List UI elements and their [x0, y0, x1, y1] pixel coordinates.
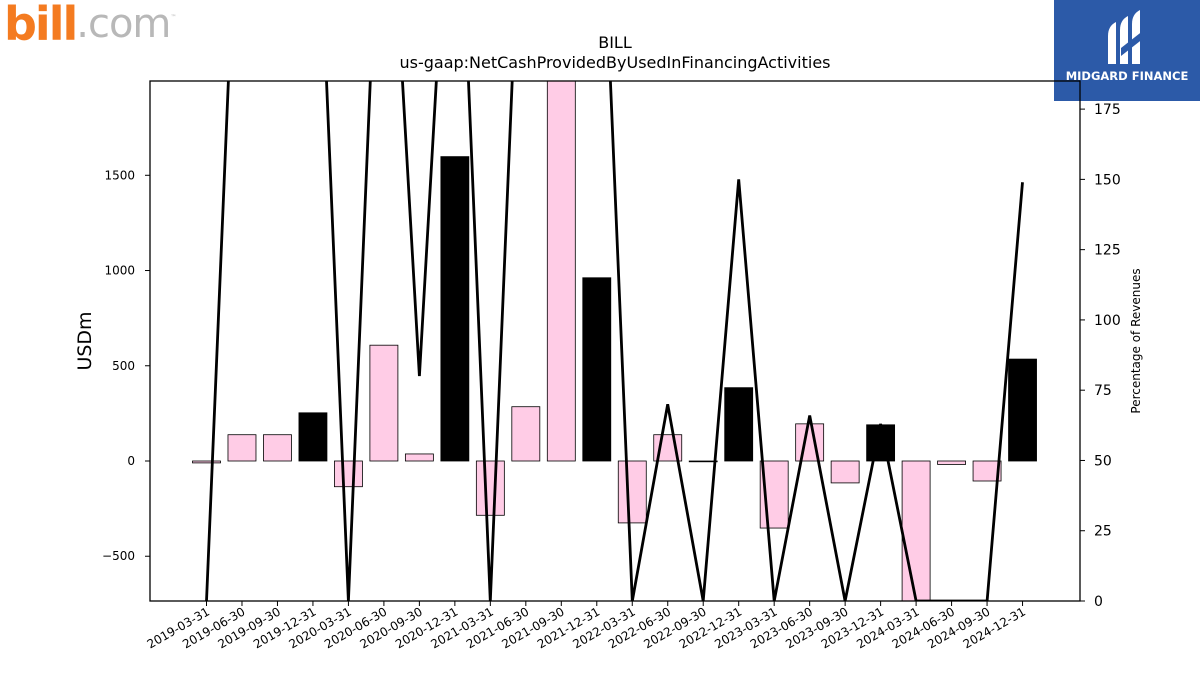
axes: −50005001000150002550751001251501752019-…: [102, 80, 1121, 651]
bill-logo-tm: ™: [170, 14, 177, 21]
bar-2023-09-30: [830, 460, 860, 484]
bar-2023-06-30: [795, 423, 825, 462]
chart-title: BILL: [598, 33, 632, 52]
bar-2021-06-30: [511, 406, 541, 462]
bar-2021-09-30: [546, 81, 576, 462]
bar-2024-09-30: [972, 460, 1002, 482]
bar-2022-12-31: [724, 387, 754, 462]
y2-tick-label: 100: [1094, 313, 1121, 329]
midgard-logo-text: MIDGARD FINANCE: [1065, 69, 1189, 83]
bar-2022-03-31: [617, 460, 647, 524]
bill-logo-brand: bill: [4, 0, 78, 51]
bar-2024-12-31: [1008, 358, 1037, 462]
midgard-finance-logo: MIDGARD FINANCE: [1054, 0, 1200, 101]
y-tick-label: 500: [112, 359, 135, 373]
bar-2019-06-30: [227, 434, 257, 462]
series-line: [205, 81, 1024, 601]
bar-2021-12-31: [582, 277, 612, 462]
bill-logo-suffix: .com: [76, 1, 171, 47]
bar-2020-09-30: [404, 453, 434, 462]
y2-tick-label: 150: [1094, 172, 1121, 188]
y2-tick-label: 75: [1094, 383, 1112, 399]
y2-tick-label: 175: [1094, 102, 1121, 118]
bar-2019-09-30: [263, 434, 292, 462]
y-tick-label: 0: [127, 454, 135, 468]
chart-subtitle: us-gaap:NetCashProvidedByUsedInFinancing…: [399, 53, 830, 72]
plot-frame: [149, 80, 1081, 602]
y-tick-label: −500: [102, 549, 135, 563]
bill-logo: bill .com ™: [4, 0, 177, 51]
bar-2022-09-30: [688, 460, 718, 463]
bar-2024-03-31: [901, 460, 931, 601]
y2-tick-label: 25: [1094, 524, 1112, 540]
plot-area: [192, 81, 1037, 601]
midgard-mark-icon: [1108, 10, 1144, 64]
y2-tick-label: 125: [1094, 243, 1121, 259]
y-tick-label: 1500: [104, 168, 135, 182]
bar-2024-06-30: [937, 460, 966, 465]
bar-2019-03-31: [192, 460, 221, 464]
bar-2019-12-31: [298, 412, 328, 462]
bar-2021-03-31: [475, 460, 505, 516]
y-axis-label: USDm: [74, 311, 96, 370]
bar-2020-06-30: [369, 344, 399, 462]
y2-axis-label: Percentage of Revenues: [1129, 268, 1143, 413]
y2-tick-label: 50: [1094, 453, 1112, 469]
bar-2020-03-31: [334, 460, 363, 488]
y-tick-label: 1000: [104, 264, 135, 278]
y2-tick-label: 0: [1094, 594, 1103, 610]
bar-2020-12-31: [440, 156, 470, 462]
